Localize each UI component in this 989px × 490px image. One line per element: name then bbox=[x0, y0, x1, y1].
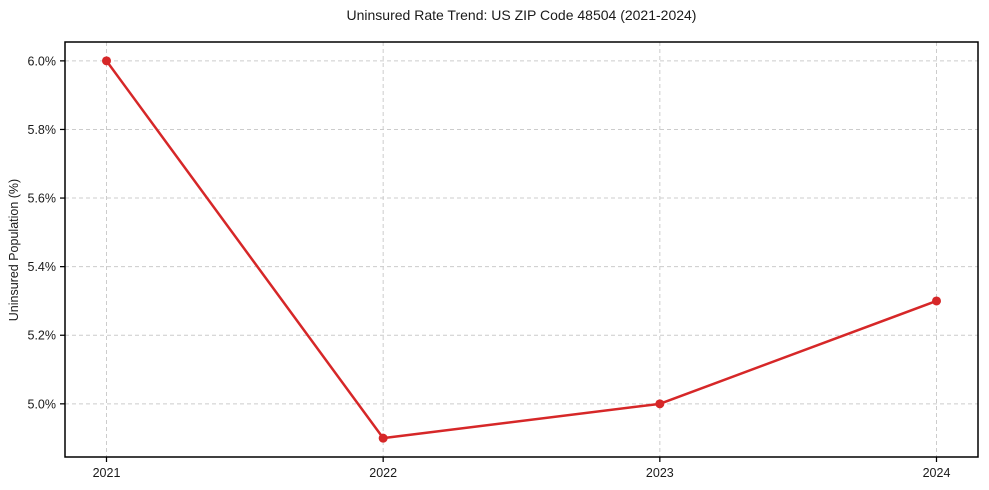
data-point bbox=[655, 399, 665, 409]
x-tick-label: 2023 bbox=[646, 466, 674, 480]
chart-title: Uninsured Rate Trend: US ZIP Code 48504 … bbox=[346, 7, 697, 23]
y-tick-label: 5.4% bbox=[28, 260, 57, 274]
y-tick-label: 5.2% bbox=[28, 329, 57, 343]
data-line bbox=[105, 59, 938, 440]
x-tick-label: 2024 bbox=[923, 466, 951, 480]
y-tick-label: 6.0% bbox=[28, 54, 57, 68]
x-tick-label: 2022 bbox=[369, 466, 397, 480]
y-tick-label: 5.0% bbox=[28, 397, 57, 411]
x-tick-label: 2021 bbox=[93, 466, 121, 480]
y-tick-label: 5.8% bbox=[28, 123, 57, 137]
data-point bbox=[932, 296, 941, 306]
y-tick-label: 5.6% bbox=[28, 192, 57, 206]
data-point bbox=[378, 433, 388, 443]
plot-border bbox=[64, 41, 979, 458]
data-point bbox=[102, 56, 111, 66]
